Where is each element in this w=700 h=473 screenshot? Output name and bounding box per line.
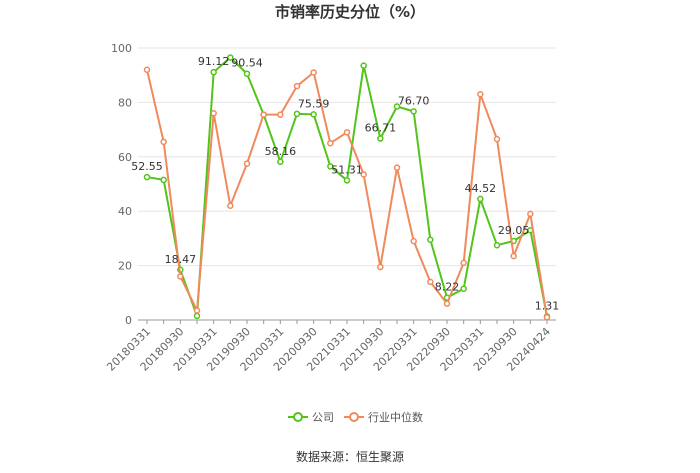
data-point-company (360, 62, 367, 69)
data-label: 8.22 (435, 281, 460, 294)
y-tick-label: 100 (111, 42, 132, 55)
data-label: 75.59 (298, 97, 330, 110)
data-point-company (310, 111, 317, 118)
series-layer (143, 54, 551, 321)
data-label: 52.55 (131, 160, 163, 173)
y-tick-label: 0 (125, 314, 132, 327)
data-point-industry-median (193, 307, 201, 314)
data-point-industry-median (393, 164, 401, 171)
data-point-company (343, 177, 351, 184)
data-point-industry-median (360, 171, 367, 178)
data-point-industry-median (427, 278, 434, 286)
data-labels: 52.55 18.47 91.12 90.54 58.16 75.59 51.31 66.71… (131, 55, 559, 312)
data-label: 76.70 (398, 94, 430, 107)
data-point-company (327, 163, 334, 170)
y-tick-label: 20 (118, 260, 132, 273)
y-tick-label: 40 (118, 205, 132, 218)
data-point-industry-median (327, 139, 334, 147)
legend-marker (293, 412, 303, 422)
data-point-industry-median (227, 202, 234, 210)
data-point-company (227, 54, 234, 61)
data-label: 51.31 (331, 163, 363, 176)
data-label: 90.54 (231, 57, 263, 70)
y-tick-label: 80 (118, 96, 132, 109)
data-point-industry-median (460, 259, 467, 267)
data-point-industry-median (160, 138, 167, 146)
data-point-company (410, 108, 417, 115)
data-label: 18.47 (165, 253, 197, 266)
data-point-company (143, 173, 151, 181)
data-point-company (277, 158, 284, 166)
data-point-industry-median (527, 210, 534, 218)
data-point-industry-median (293, 82, 301, 90)
data-point-industry-median (543, 314, 551, 321)
y-tick-label: 60 (118, 151, 132, 164)
data-point-company (493, 241, 501, 249)
legend[interactable]: 公司 行业中位数 (288, 410, 423, 424)
data-point-industry-median (443, 300, 451, 307)
data-point-company (193, 312, 201, 320)
data-label: 29.05 (498, 224, 530, 237)
legend-marker (349, 412, 359, 422)
data-point-industry-median (210, 110, 217, 117)
data-point-industry-median (260, 111, 267, 118)
data-point-company (293, 110, 301, 118)
data-point-company (477, 195, 484, 203)
data-point-industry-median (510, 252, 517, 260)
data-source: 数据来源：恒生聚源 (296, 449, 404, 464)
data-point-industry-median (410, 237, 417, 245)
data-point-industry-median (377, 263, 384, 271)
data-point-industry-median (343, 129, 351, 136)
data-point-industry-median (243, 160, 251, 167)
data-point-company (210, 68, 217, 76)
data-point-company (460, 285, 467, 292)
data-point-industry-median (177, 273, 184, 280)
data-label: 66.71 (365, 122, 397, 135)
legend-label: 行业中位数 (368, 410, 423, 424)
data-point-company (427, 236, 434, 244)
data-label: 44.52 (465, 182, 497, 195)
data-point-company (160, 176, 167, 184)
data-point-industry-median (277, 111, 284, 118)
data-point-industry-median (477, 90, 484, 98)
data-point-company (377, 135, 384, 142)
data-point-company (393, 103, 401, 110)
data-point-industry-median (310, 69, 317, 76)
data-label: 58.16 (265, 145, 297, 158)
data-label: 91.12 (198, 55, 230, 68)
legend-label: 公司 (312, 411, 334, 424)
chart-title: 市销率历史分位（%） (275, 3, 425, 21)
data-point-industry-median (493, 135, 501, 143)
data-label: 1.31 (535, 299, 560, 312)
data-point-industry-median (143, 66, 151, 74)
data-point-company (243, 70, 251, 77)
